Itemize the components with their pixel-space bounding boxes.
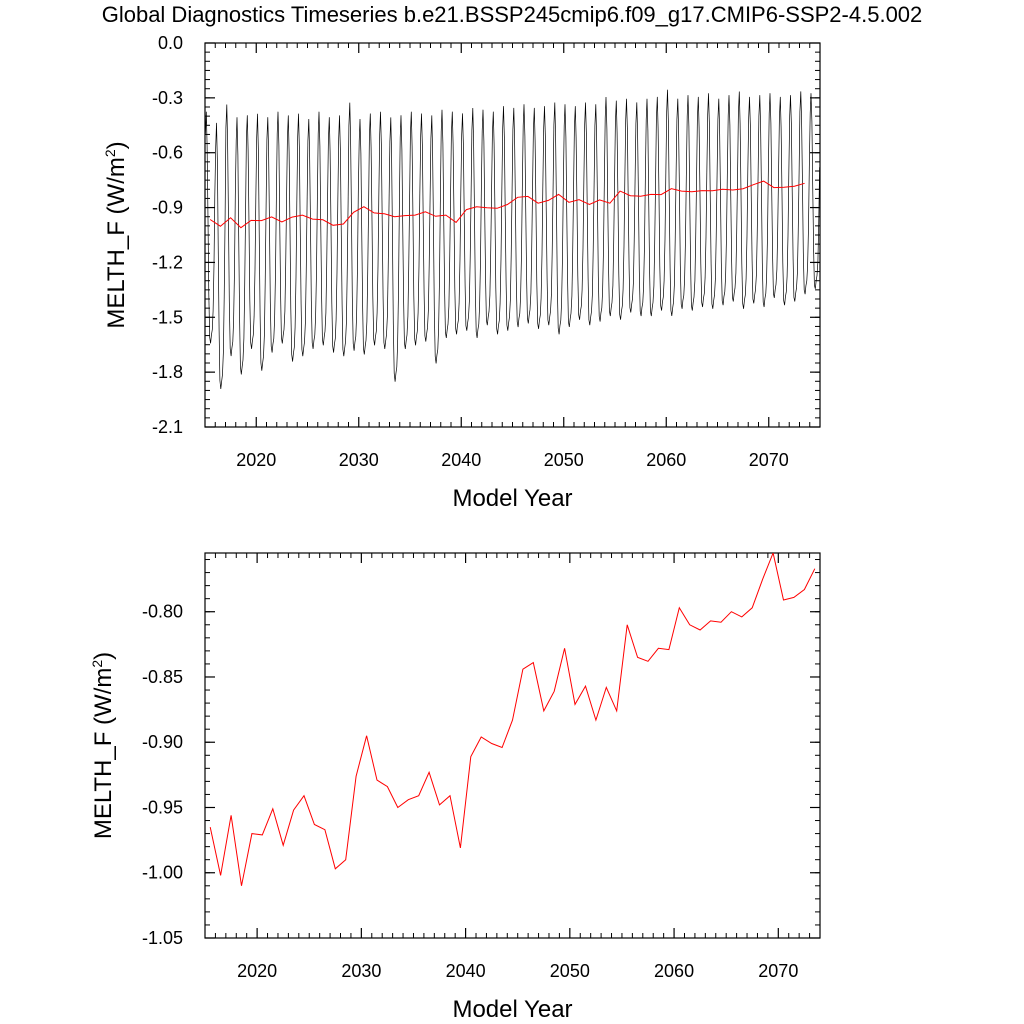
y-axis-title-sup: 2 — [89, 660, 105, 668]
plot-frame — [204, 552, 821, 939]
y-tick-label: -0.9 — [152, 198, 183, 218]
annual-mean-line — [209, 553, 816, 886]
x-tick-label: 2030 — [341, 961, 381, 981]
x-tick-label: 2060 — [654, 961, 694, 981]
y-tick-label: -1.00 — [142, 863, 183, 883]
x-tick-label: 2070 — [749, 450, 789, 470]
y-tick-label: -1.2 — [152, 252, 183, 272]
y-axis-title: MELTH_F (W/m2) — [102, 141, 130, 328]
x-tick-label: 2040 — [441, 450, 481, 470]
annual-mean-line — [209, 180, 805, 229]
y-tick-label: -1.05 — [142, 928, 183, 948]
y-tick-label: -1.8 — [152, 362, 183, 382]
y-tick-label: -2.1 — [152, 417, 183, 437]
x-axis-title: Model Year — [452, 485, 572, 512]
y-axis-title-main: MELTH_F (W/m — [90, 668, 117, 840]
y-axis-title-close: ) — [103, 141, 130, 149]
monthly-series-line — [205, 89, 820, 390]
x-tick-label: 2070 — [758, 961, 798, 981]
y-tick-label: -0.3 — [152, 88, 183, 108]
top-panel: 2020 2030 2040 2050 2060 2070 0.0 -0.3 -0.6 -0.9 -… — [102, 33, 821, 512]
y-tick-label: -0.80 — [142, 602, 183, 622]
x-tick-label: 2050 — [544, 450, 584, 470]
y-tick-label: -0.85 — [142, 667, 183, 687]
bottom-panel: 2020 2030 2040 2050 2060 2070 -0.80 -0.85 -0.90 -… — [89, 552, 821, 1023]
x-tick-label: 2030 — [339, 450, 379, 470]
x-tick-label: 2020 — [236, 450, 276, 470]
x-tick-label: 2040 — [446, 961, 486, 981]
x-tick-label: 2060 — [646, 450, 686, 470]
y-tick-label: -0.90 — [142, 732, 183, 752]
y-axis-title-main: MELTH_F (W/m — [103, 157, 130, 329]
figure-title: Global Diagnostics Timeseries b.e21.BSSP… — [101, 2, 923, 27]
y-tick-label: 0.0 — [158, 33, 183, 53]
y-tick-label: -0.95 — [142, 797, 183, 817]
x-tick-label: 2050 — [550, 961, 590, 981]
y-tick-label: -1.5 — [152, 307, 183, 327]
plot-frame — [204, 42, 821, 428]
y-tick-label: -0.6 — [152, 143, 183, 163]
y-axis-title-sup: 2 — [102, 149, 118, 157]
x-tick-label: 2020 — [237, 961, 277, 981]
y-axis-title: MELTH_F (W/m2) — [89, 652, 117, 839]
y-axis-title-close: ) — [90, 652, 117, 660]
x-axis-title: Model Year — [452, 996, 572, 1023]
